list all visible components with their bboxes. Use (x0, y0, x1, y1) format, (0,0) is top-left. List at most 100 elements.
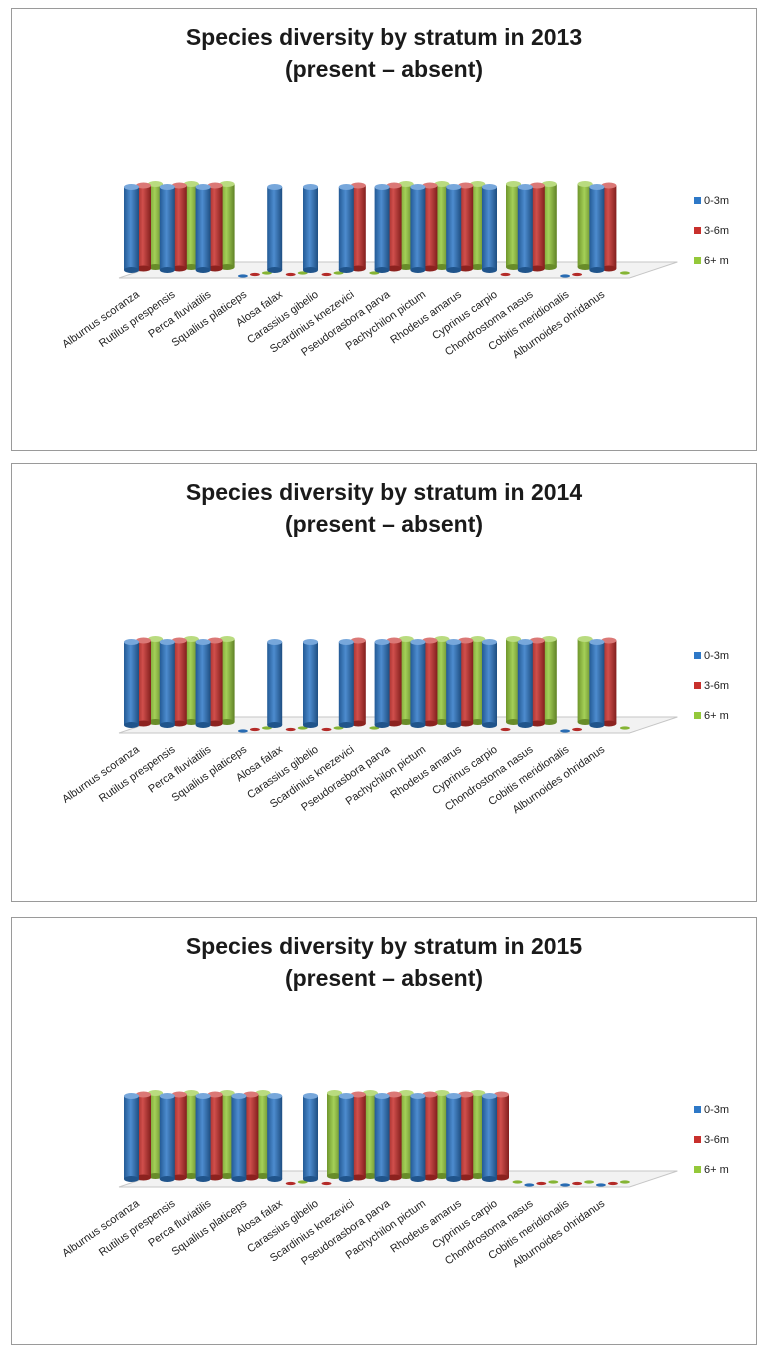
bar-36m (249, 727, 260, 732)
bar-6m (434, 636, 450, 725)
bar-03m (595, 1183, 606, 1187)
bar-36m (386, 182, 402, 272)
legend-swatch (694, 682, 701, 689)
bar-03m (267, 1093, 283, 1182)
legend-swatch (694, 197, 701, 204)
bar-36m (249, 272, 260, 277)
bar-36m (607, 1181, 618, 1186)
legend-label: 3-6m (704, 225, 730, 237)
chart-title: Species diversity by stratum in 2014 (185, 479, 583, 505)
bar-6m (512, 1180, 523, 1184)
legend-item: 6+ m (694, 707, 756, 737)
chart-title-block: Species diversity by stratum in 2015 (pre… (12, 930, 756, 994)
bar-6m (148, 636, 163, 725)
legend-swatch (694, 227, 701, 234)
bar-6m (333, 726, 344, 730)
bar-03m (303, 639, 318, 728)
bar-03m (237, 729, 248, 733)
bar-36m (171, 182, 187, 272)
bar-6m (327, 1090, 342, 1179)
bar-36m (500, 727, 511, 732)
bar-6m (369, 726, 380, 730)
bar-03m (338, 1093, 354, 1182)
bar-03m (303, 184, 318, 273)
chart-subtitle: (present – absent) (284, 965, 484, 991)
bar-36m (386, 637, 402, 727)
legend-label: 6+ m (704, 255, 729, 267)
bar-6m (619, 726, 630, 730)
bar-36m (207, 182, 223, 272)
legend-label: 0-3m (704, 650, 730, 662)
chart-panel: Species diversity by stratum in 2014 (pre… (11, 463, 757, 902)
legend-label: 6+ m (704, 710, 729, 722)
chart-title: Species diversity by stratum in 2015 (185, 933, 583, 959)
bar-36m (350, 182, 366, 272)
bar-03m (446, 184, 462, 273)
bar-36m (494, 1091, 509, 1181)
bar-03m (374, 639, 390, 728)
bar-6m (434, 1090, 450, 1179)
bar-36m (171, 637, 187, 727)
bar-36m (207, 1091, 223, 1181)
bar-36m (458, 182, 474, 272)
chart-legend: 0-3m 3-6m 6+ m (694, 1101, 756, 1191)
bar-36m (350, 637, 366, 727)
bar-03m (482, 1093, 497, 1182)
bar-03m (159, 1093, 175, 1182)
legend-label: 0-3m (704, 195, 730, 207)
bar-03m (159, 184, 175, 273)
bar-36m (500, 272, 511, 277)
chart-subtitle: (present – absent) (284, 56, 484, 82)
bar-36m (136, 182, 151, 272)
bar-36m (171, 1091, 187, 1181)
bar-36m (321, 727, 332, 732)
bar-03m (517, 639, 533, 728)
legend-swatch (694, 1106, 701, 1113)
bar-03m (124, 639, 139, 728)
bar-03m (524, 1183, 535, 1187)
legend-swatch (694, 1166, 701, 1173)
legend-swatch (694, 1136, 701, 1143)
bar-6m (261, 271, 272, 275)
bar-03m (195, 184, 211, 273)
bar-03m (374, 184, 390, 273)
bar-6m (470, 636, 486, 725)
bar-6m (584, 1180, 595, 1184)
bar-03m (303, 1093, 318, 1182)
chart-panel: Species diversity by stratum in 2015 (pre… (11, 917, 757, 1345)
bar-36m (601, 637, 617, 727)
bar-36m (207, 637, 223, 727)
bar-6m (219, 636, 235, 725)
bar-6m (577, 181, 593, 270)
bar-6m (541, 636, 557, 725)
bar-03m (237, 274, 248, 278)
bar-36m (536, 1181, 547, 1186)
bar-36m (136, 1091, 151, 1181)
bar-6m (398, 1090, 414, 1179)
bar-6m (577, 636, 593, 725)
bar-36m (350, 1091, 366, 1181)
bar-03m (267, 184, 283, 273)
bar-36m (321, 1181, 332, 1186)
bar-6m (219, 1090, 235, 1179)
bar-36m (458, 1091, 474, 1181)
bar-6m (333, 271, 344, 275)
bar-6m (297, 271, 308, 275)
bar-6m (297, 726, 308, 730)
legend-swatch (694, 257, 701, 264)
bar-03m (231, 1093, 247, 1182)
bar-6m (398, 636, 414, 725)
chart-title-block: Species diversity by stratum in 2013 (pre… (12, 21, 756, 85)
bar-6m (369, 271, 380, 275)
bar-36m (386, 1091, 402, 1181)
legend-item: 3-6m (694, 222, 756, 252)
bar-03m (195, 1093, 211, 1182)
legend-item: 6+ m (694, 1161, 756, 1191)
chart-subtitle: (present – absent) (284, 511, 484, 537)
bar-6m (255, 1090, 271, 1179)
bar-6m (541, 181, 557, 270)
bar-03m (482, 184, 497, 273)
